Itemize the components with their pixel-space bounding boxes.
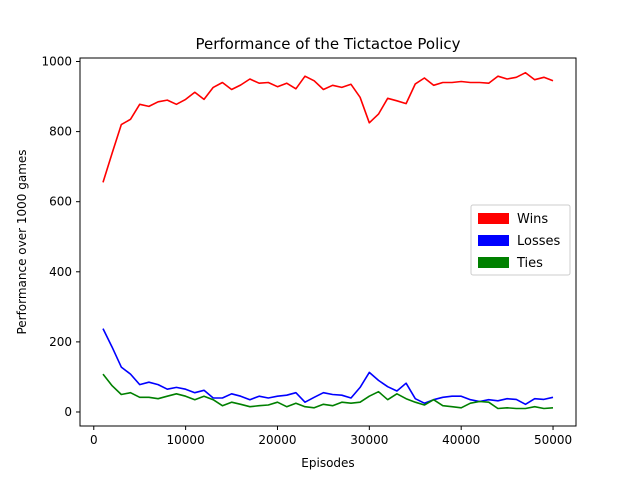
axes-frame xyxy=(79,57,577,427)
legend-label-losses: Losses xyxy=(517,234,561,249)
y-tick-label: 200 xyxy=(49,335,72,349)
x-tick-label: 50000 xyxy=(534,433,572,447)
x-tick-label: 30000 xyxy=(350,433,388,447)
series-line-wins xyxy=(102,71,554,183)
x-tick-label: 10000 xyxy=(167,433,205,447)
y-axis-ticks: 0 200 400 600 800 1000 xyxy=(41,55,80,419)
plot-lines xyxy=(102,71,554,410)
y-tick-label: 800 xyxy=(49,125,72,139)
y-tick-label: 600 xyxy=(49,195,72,209)
x-tick-label: 40000 xyxy=(442,433,480,447)
x-axis-ticks: 0 10000 20000 30000 40000 50000 xyxy=(90,426,572,447)
legend-swatch-losses xyxy=(478,235,509,246)
y-tick-label: 0 xyxy=(64,405,72,419)
legend-label-ties: Ties xyxy=(516,256,543,271)
y-tick-label: 1000 xyxy=(41,55,72,69)
x-tick-label: 20000 xyxy=(258,433,296,447)
x-axis-label: Episodes xyxy=(301,456,354,470)
x-tick-label: 0 xyxy=(90,433,98,447)
legend-swatch-wins xyxy=(478,213,509,224)
legend-swatch-ties xyxy=(478,257,509,268)
legend-label-wins: Wins xyxy=(517,212,548,227)
legend: Wins Losses Ties xyxy=(470,204,571,276)
y-axis-label: Performance over 1000 games xyxy=(15,149,29,334)
series-line-ties xyxy=(102,373,554,410)
chart-title: Performance of the Tictactoe Policy xyxy=(195,35,460,53)
y-tick-label: 400 xyxy=(49,265,72,279)
